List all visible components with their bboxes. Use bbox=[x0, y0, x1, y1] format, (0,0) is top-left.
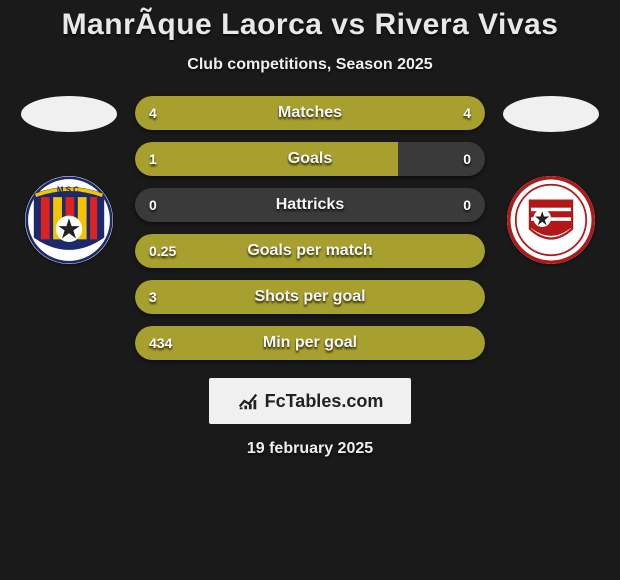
stat-bar-spg: 3Shots per goal bbox=[135, 280, 485, 314]
stat-label-matches: Matches bbox=[135, 96, 485, 130]
stat-label-gpm: Goals per match bbox=[135, 234, 485, 268]
club-badge-estudiantes-icon bbox=[507, 176, 595, 264]
brand-label: FcTables.com bbox=[265, 391, 384, 412]
club-badge-right bbox=[507, 176, 595, 264]
player-photo-placeholder-right bbox=[503, 96, 599, 132]
stat-label-spg: Shots per goal bbox=[135, 280, 485, 314]
left-side-column: M.S.C. bbox=[21, 96, 117, 360]
footer-date: 19 february 2025 bbox=[247, 440, 373, 458]
club-badge-left: M.S.C. bbox=[25, 176, 113, 264]
page-title: ManrÃ­que Laorca vs Rivera Vivas bbox=[62, 8, 559, 42]
stats-column: 44Matches 10Goals 00Hattricks 0.25Goals per… bbox=[135, 96, 485, 360]
right-side-column bbox=[503, 96, 599, 360]
stat-bar-goals: 10Goals bbox=[135, 142, 485, 176]
brand-badge: FcTables.com bbox=[209, 378, 412, 424]
player-photo-placeholder-left bbox=[21, 96, 117, 132]
stat-label-goals: Goals bbox=[135, 142, 485, 176]
stat-bar-hattricks: 00Hattricks bbox=[135, 188, 485, 222]
stat-bar-gpm: 0.25Goals per match bbox=[135, 234, 485, 268]
stat-label-mpg: Min per goal bbox=[135, 326, 485, 360]
comparison-row: M.S.C. 44Matches 10Goals 00Hattricks 0.25Go… bbox=[0, 96, 620, 360]
stat-bar-mpg: 434Min per goal bbox=[135, 326, 485, 360]
club-badge-msc-icon: M.S.C. bbox=[25, 176, 113, 264]
svg-text:M.S.C.: M.S.C. bbox=[57, 186, 81, 195]
stat-bar-matches: 44Matches bbox=[135, 96, 485, 130]
stat-label-hattricks: Hattricks bbox=[135, 188, 485, 222]
chart-icon bbox=[237, 390, 259, 412]
page-subtitle: Club competitions, Season 2025 bbox=[187, 56, 432, 74]
